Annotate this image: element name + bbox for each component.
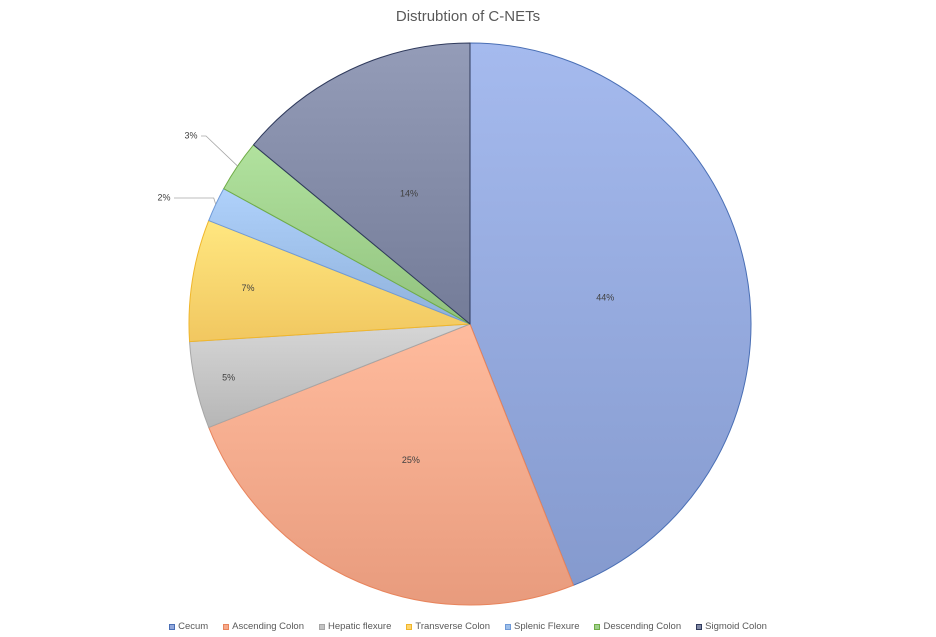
slice-label-transverse-colon: 7% bbox=[241, 283, 254, 293]
legend-swatch bbox=[594, 623, 601, 630]
pie-slice-sigmoid-colon bbox=[252, 42, 471, 325]
legend-label: Transverse Colon bbox=[415, 621, 490, 632]
legend-item-splenic-flexure: Splenic Flexure bbox=[505, 621, 579, 632]
slice-label-sigmoid-colon: 14% bbox=[400, 189, 418, 199]
slice-label-hepatic-flexure: 5% bbox=[222, 372, 235, 382]
slice-label-descending-colon: 3% bbox=[184, 130, 197, 140]
legend-label: Cecum bbox=[178, 621, 209, 632]
pie-slice-cecum bbox=[469, 42, 752, 586]
legend-item-descending-colon: Descending Colon bbox=[594, 621, 681, 632]
legend-swatch bbox=[696, 623, 703, 630]
legend-item-sigmoid-colon: Sigmoid Colon bbox=[696, 621, 767, 632]
slice-label-cecum: 44% bbox=[596, 293, 614, 303]
leader-line-splenic-flexure bbox=[174, 197, 217, 205]
legend-label: Descending Colon bbox=[603, 621, 682, 632]
legend-label: Splenic Flexure bbox=[514, 621, 580, 632]
chart-legend: Cecum Ascending Colon Hepatic flexure Trans… bbox=[0, 621, 936, 632]
slice-label-ascending-colon: 25% bbox=[402, 455, 420, 465]
chart-title: Distrubtion of C-NETs bbox=[395, 8, 541, 25]
pie-slice-transverse-colon bbox=[188, 220, 471, 343]
legend-item-hepatic-flexure: Hepatic flexure bbox=[319, 621, 391, 632]
legend-swatch bbox=[169, 623, 176, 630]
legend-swatch bbox=[223, 623, 230, 630]
slice-label-splenic-flexure: 2% bbox=[157, 192, 170, 202]
legend-item-cecum: Cecum bbox=[169, 621, 208, 632]
legend-swatch bbox=[319, 623, 325, 630]
legend-item-ascending-colon: Ascending Colon bbox=[223, 621, 304, 632]
legend-swatch bbox=[505, 623, 511, 630]
leader-line-descending-colon bbox=[201, 135, 238, 167]
legend-item-transverse-colon: Transverse Colon bbox=[406, 621, 490, 632]
legend-label: Sigmoid Colon bbox=[705, 621, 767, 632]
legend-swatch bbox=[406, 623, 413, 630]
legend-label: Hepatic flexure bbox=[328, 621, 392, 632]
pie-slice-ascending-colon bbox=[208, 323, 574, 606]
legend-label: Ascending Colon bbox=[232, 621, 304, 632]
